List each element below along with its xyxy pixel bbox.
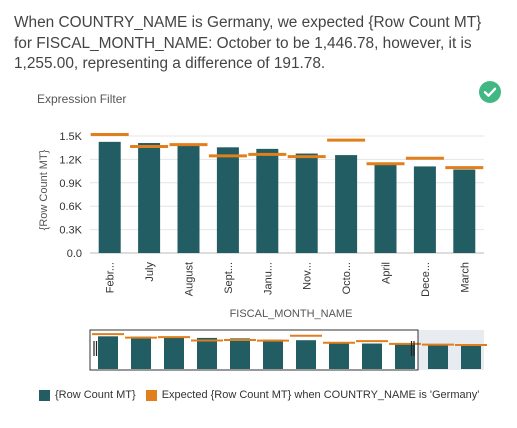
legend-label-row-count: {Row Count MT} — [55, 389, 136, 401]
overview-bar — [296, 340, 316, 369]
bar[interactable] — [295, 153, 318, 253]
overview-viewport[interactable] — [89, 329, 419, 371]
bar[interactable] — [413, 166, 436, 253]
overview-bar — [362, 343, 382, 369]
overview-bar — [263, 339, 283, 369]
overview-bar — [197, 337, 217, 369]
legend-item-expected[interactable]: Expected {Row Count MT} when COUNTRY_NAM… — [145, 389, 480, 401]
bar[interactable] — [453, 169, 476, 253]
legend-label-expected: Expected {Row Count MT} when COUNTRY_NAM… — [161, 389, 480, 401]
x-tick-label: Octo... — [341, 262, 353, 294]
legend-swatch-expected — [145, 389, 157, 401]
x-tick-label: April — [381, 262, 393, 284]
bar[interactable] — [98, 141, 121, 253]
legend-item-row-count[interactable]: {Row Count MT} — [39, 389, 136, 401]
overview-bar — [461, 345, 481, 369]
bar[interactable] — [374, 164, 397, 253]
legend: {Row Count MT} Expected {Row Count MT} w… — [39, 389, 489, 401]
overview-bar — [329, 343, 349, 369]
overview-bar — [98, 336, 118, 369]
x-tick-label: March — [459, 262, 471, 293]
overview-scrollbar[interactable] — [89, 329, 487, 371]
y-tick-label: 0.0 — [67, 248, 82, 260]
bar[interactable] — [138, 143, 161, 253]
overview-bar — [131, 336, 151, 369]
overview-bar — [428, 345, 448, 369]
x-tick-label: Nov... — [302, 262, 314, 290]
overview-left-handle[interactable] — [93, 341, 98, 356]
bar[interactable] — [177, 145, 200, 253]
x-tick-label: July — [144, 262, 156, 282]
bar[interactable] — [335, 155, 358, 253]
y-tick-label: 1.5K — [59, 131, 82, 143]
insight-message: When COUNTRY_NAME is Germany, we expecte… — [14, 14, 482, 72]
x-tick-label: Janu... — [262, 262, 274, 295]
x-tick-label: Febr... — [105, 262, 117, 293]
x-tick-label: Sept... — [223, 262, 235, 294]
bar[interactable] — [256, 148, 279, 253]
y-tick-label: 1.2K — [59, 154, 82, 166]
x-tick-label: August — [184, 262, 196, 296]
y-axis-label: {Row Count MT} — [38, 149, 50, 230]
section-title: Expression Filter — [37, 92, 127, 106]
x-tick-label: Dece... — [420, 262, 432, 297]
y-tick-label: 0.3K — [59, 225, 82, 237]
overview-bar — [230, 338, 250, 369]
overview-bar — [395, 344, 415, 369]
overview-bar — [164, 337, 184, 369]
x-axis-label: FISCAL_MONTH_NAME — [230, 308, 353, 320]
check-circle-icon — [479, 81, 501, 103]
y-tick-label: 0.6K — [59, 201, 82, 213]
legend-swatch-bar — [39, 389, 50, 401]
bar[interactable] — [216, 147, 239, 253]
overview-right-handle[interactable] — [410, 341, 415, 356]
y-tick-label: 0.9K — [59, 178, 82, 190]
